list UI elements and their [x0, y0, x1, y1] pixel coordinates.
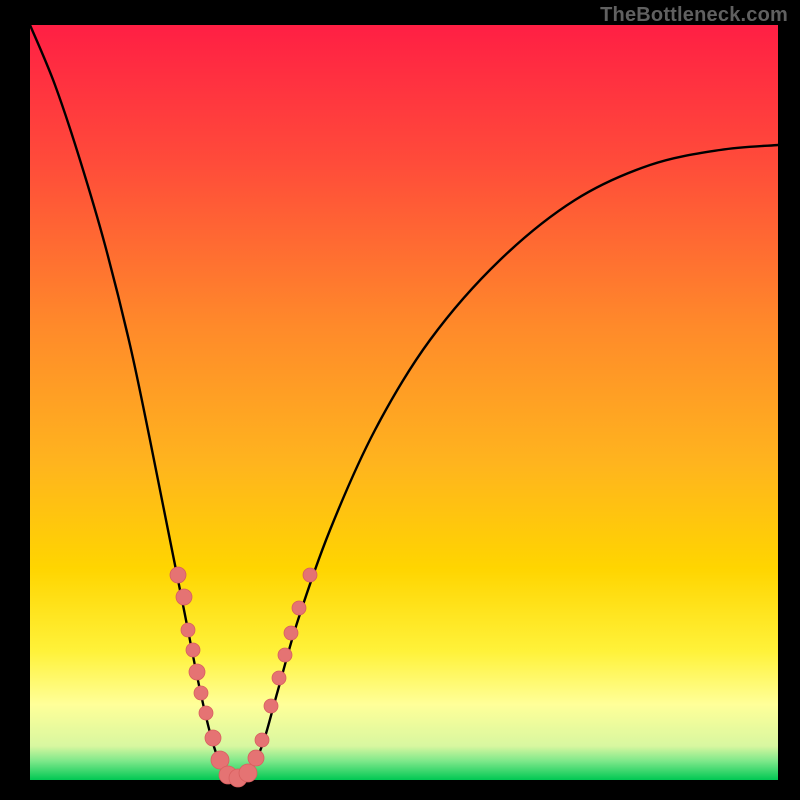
plot-area	[30, 25, 778, 780]
watermark-text: TheBottleneck.com	[600, 4, 788, 27]
chart-container: { "figure": { "type": "line", "width_px"…	[0, 0, 800, 800]
